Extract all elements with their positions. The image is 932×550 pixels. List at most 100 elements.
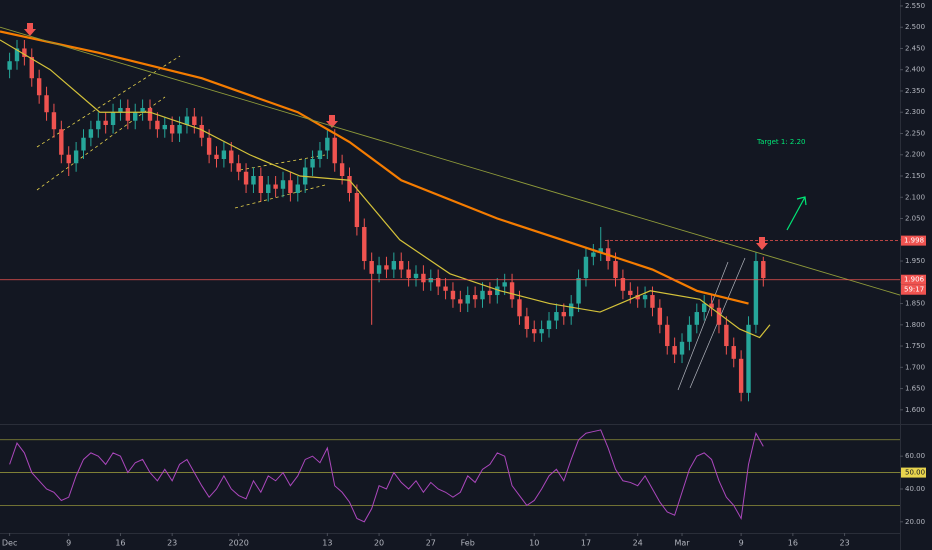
arrow-shaft <box>786 196 806 231</box>
candle-body <box>44 95 49 113</box>
candle-body <box>539 329 544 334</box>
candle-body <box>509 282 515 300</box>
y-tick-label: 2.450 <box>905 44 925 52</box>
candle-body <box>628 290 633 296</box>
y-tick-label: 2.100 <box>905 193 925 201</box>
candle-body <box>258 176 264 194</box>
candle-body <box>162 124 167 130</box>
candle-body <box>716 307 722 325</box>
candle-body <box>391 261 397 270</box>
target-arrow <box>786 196 807 231</box>
x-tick-label: 16 <box>115 539 125 548</box>
candle-body <box>413 273 419 279</box>
candle-body <box>251 176 256 185</box>
candle-body <box>487 290 493 296</box>
candle-body <box>665 324 670 347</box>
x-tick-label: 10 <box>529 539 539 548</box>
candle-body <box>428 278 433 283</box>
x-tick-label: 27 <box>426 539 436 548</box>
x-tick-label: Mar <box>674 539 690 548</box>
candle-body <box>620 278 626 291</box>
candle-body <box>155 120 160 130</box>
y-tick-label: 1.600 <box>905 406 925 414</box>
candle-body <box>724 324 729 347</box>
candle-body <box>421 273 426 283</box>
candle-body <box>701 303 707 313</box>
overlay-line <box>0 39 771 339</box>
candle-body <box>458 299 463 304</box>
candle-body <box>192 116 197 125</box>
candle-body <box>746 324 751 393</box>
candle-body <box>96 120 101 130</box>
candle-body <box>339 163 345 177</box>
candle-body <box>22 48 27 57</box>
candle-body <box>118 107 123 113</box>
candle-body <box>229 150 234 164</box>
candle-body <box>554 312 559 321</box>
candle-body <box>435 278 441 287</box>
candle-body <box>517 299 522 317</box>
candle-body <box>672 346 677 355</box>
candle-body <box>221 150 227 159</box>
x-tick-label: 24 <box>633 539 643 548</box>
candle-body <box>568 303 574 317</box>
y-tick-label: 1.850 <box>905 300 925 308</box>
candle-body <box>273 184 278 189</box>
candle-body <box>738 358 744 393</box>
candle-body <box>524 316 530 330</box>
candle-body <box>36 78 42 96</box>
y-tick-label: 40.00 <box>905 485 925 493</box>
y-tick-label: 1.750 <box>905 342 925 350</box>
candle-body <box>472 295 478 300</box>
countdown: 59:17 <box>904 286 924 294</box>
candle-body <box>406 269 411 279</box>
candle-body <box>310 158 315 168</box>
price-tag-label: 1.998 <box>904 237 924 245</box>
candle-body <box>635 295 640 300</box>
y-tick-label: 20.00 <box>905 518 925 526</box>
price-tag <box>901 235 926 246</box>
candle-body <box>266 184 271 194</box>
rsi-line <box>9 429 764 523</box>
candle-body <box>73 150 79 164</box>
candle-body <box>598 248 603 253</box>
candle-body <box>325 137 330 151</box>
candle-body <box>236 163 241 172</box>
candle-body <box>731 346 736 359</box>
candle-body <box>583 256 589 279</box>
candle-body <box>709 303 714 308</box>
y-tick-label: 2.400 <box>905 66 925 74</box>
candle-body <box>642 295 648 300</box>
candle-body <box>753 261 759 325</box>
candle-body <box>546 320 552 330</box>
candle-body <box>657 307 663 325</box>
candle-body <box>29 56 34 79</box>
candle-body <box>288 180 293 194</box>
candle-body <box>243 171 249 185</box>
channel <box>677 261 729 391</box>
y-tick-label: 50.00 <box>905 469 925 477</box>
channel <box>239 154 326 171</box>
channel-lines <box>36 55 326 209</box>
arrow <box>24 23 36 36</box>
candle-body <box>362 227 367 262</box>
x-tick-label: Feb <box>461 539 475 548</box>
x-tick-label: 9 <box>66 539 71 548</box>
candle-body <box>443 286 448 291</box>
y-tick-label: 2.350 <box>905 87 925 95</box>
channel <box>36 96 166 191</box>
channel <box>36 55 181 148</box>
y-tick-label: 2.300 <box>905 108 925 116</box>
candle-body <box>214 154 219 159</box>
candle-body <box>133 112 138 121</box>
candle-body <box>687 324 692 342</box>
y-tick-label: 2.250 <box>905 129 925 137</box>
countdown-tag <box>901 284 926 295</box>
candle-body <box>384 265 389 270</box>
candle-body <box>532 329 537 334</box>
x-tick-label: 17 <box>581 539 591 548</box>
candle-body <box>103 120 108 125</box>
price-tag <box>901 274 926 285</box>
